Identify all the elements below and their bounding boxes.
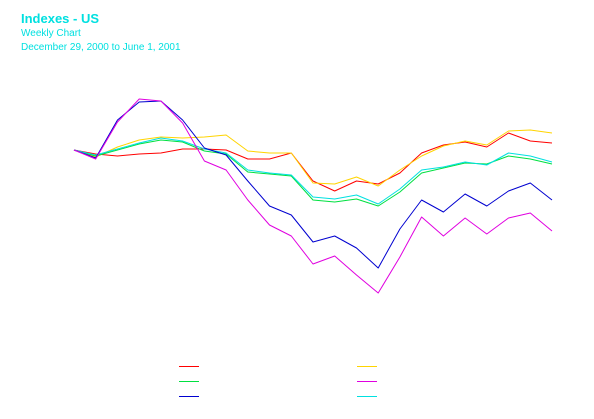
legend [179,366,377,397]
series-line-3 [73,139,553,207]
chart-title: Indexes - US [21,11,100,26]
series-line-1 [73,132,553,192]
series-line-2 [73,129,553,187]
chart-subtitle: Weekly Chart [21,28,81,39]
chart-date-range: December 29, 2000 to June 1, 2001 [21,42,181,53]
series-line-5 [73,100,553,269]
series-layer [73,98,553,294]
series-line-6 [73,98,553,294]
series-line-4 [73,137,553,205]
